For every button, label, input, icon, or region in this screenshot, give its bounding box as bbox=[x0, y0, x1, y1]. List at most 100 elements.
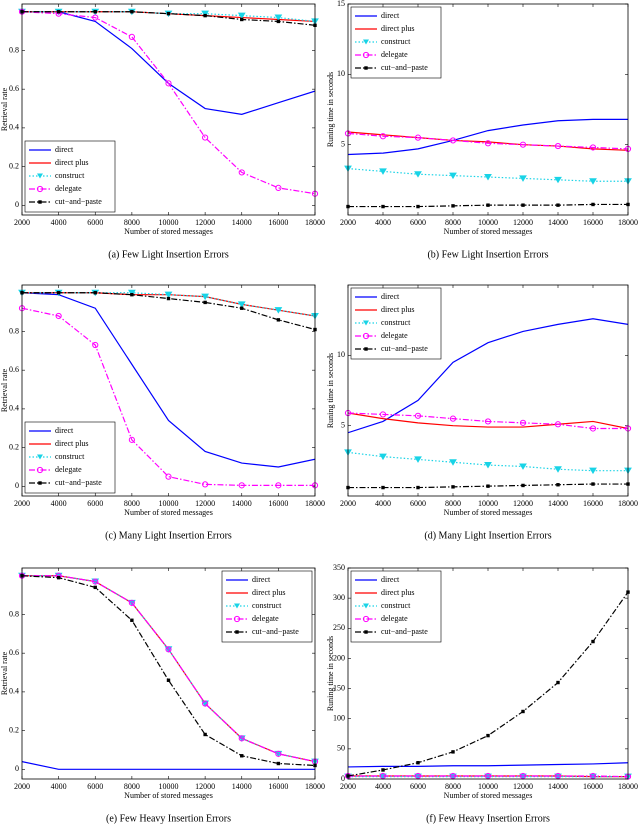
legend-label: direct bbox=[381, 292, 400, 301]
caption: (d) Many Light Insertion Errors bbox=[424, 530, 551, 541]
legend-label: cut−and−paste bbox=[381, 627, 428, 636]
marker bbox=[379, 168, 387, 175]
x-tick-label: 10000 bbox=[159, 782, 179, 791]
x-tick-label: 12000 bbox=[195, 782, 215, 791]
caption: (c) Many Light Insertion Errors bbox=[105, 530, 232, 541]
legend-label: construct bbox=[381, 37, 411, 46]
y-axis-label: Runing time in seconds bbox=[326, 72, 335, 147]
marker bbox=[276, 318, 281, 322]
x-axis-label: Number of stored messages bbox=[444, 791, 533, 800]
marker bbox=[201, 293, 210, 301]
legend-label: delegate bbox=[381, 50, 408, 59]
marker bbox=[56, 10, 61, 14]
legend-label: direct plus bbox=[252, 588, 286, 597]
plot-frame bbox=[21, 567, 316, 780]
x-tick-label: 4000 bbox=[375, 782, 391, 791]
marker bbox=[486, 203, 490, 207]
legend-label: direct plus bbox=[381, 588, 415, 597]
legend-marker bbox=[38, 200, 42, 204]
legend-marker bbox=[364, 347, 368, 351]
y-axis-label: Retrieval rate bbox=[0, 368, 9, 412]
x-tick-label: 8000 bbox=[445, 782, 461, 791]
marker bbox=[484, 140, 492, 147]
x-tick-label: 12000 bbox=[513, 499, 533, 508]
legend-label: cut−and−paste bbox=[381, 344, 428, 353]
x-tick-label: 18000 bbox=[305, 499, 325, 508]
caption: (b) Few Light Insertion Errors bbox=[427, 249, 548, 260]
marker bbox=[275, 184, 282, 191]
series-line bbox=[22, 11, 315, 195]
series-line bbox=[348, 775, 628, 778]
y-tick-label: 5 bbox=[341, 139, 345, 148]
marker bbox=[554, 176, 562, 184]
marker bbox=[414, 134, 422, 141]
marker bbox=[202, 481, 209, 488]
x-tick-label: 18000 bbox=[618, 499, 638, 508]
y-tick-label: 5 bbox=[341, 420, 345, 429]
x-tick-label: 4000 bbox=[375, 218, 391, 227]
marker bbox=[484, 418, 492, 425]
marker bbox=[379, 133, 387, 140]
x-tick-label: 14000 bbox=[548, 499, 568, 508]
marker bbox=[128, 436, 135, 443]
y-tick-label: 350 bbox=[333, 563, 345, 572]
x-tick-label: 2000 bbox=[340, 218, 356, 227]
x-tick-label: 14000 bbox=[548, 218, 568, 227]
legend-marker bbox=[38, 481, 42, 485]
series-line bbox=[348, 762, 628, 768]
marker bbox=[589, 178, 597, 185]
legend-label: delegate bbox=[381, 614, 408, 623]
marker bbox=[449, 137, 457, 144]
marker bbox=[237, 301, 246, 308]
marker bbox=[414, 171, 422, 178]
series-line bbox=[22, 292, 315, 468]
marker bbox=[554, 421, 562, 428]
marker bbox=[521, 483, 525, 488]
marker bbox=[519, 175, 527, 182]
x-tick-label: 14000 bbox=[232, 218, 252, 227]
marker bbox=[484, 772, 492, 780]
legend-marker bbox=[234, 603, 240, 609]
marker bbox=[164, 291, 173, 299]
y-tick-label: 0.4 bbox=[9, 404, 19, 413]
marker bbox=[165, 473, 172, 480]
marker bbox=[127, 289, 136, 297]
marker bbox=[451, 485, 455, 489]
x-tick-label: 6000 bbox=[87, 218, 103, 227]
y-tick-label: 100 bbox=[333, 714, 345, 723]
marker bbox=[55, 312, 62, 320]
y-axis-label: Retrieval rate bbox=[0, 651, 9, 695]
x-tick-label: 6000 bbox=[87, 782, 103, 791]
series-line bbox=[22, 760, 315, 770]
marker bbox=[556, 483, 560, 487]
x-tick-label: 12000 bbox=[513, 218, 533, 227]
x-tick-label: 16000 bbox=[583, 499, 603, 508]
x-tick-label: 14000 bbox=[548, 782, 568, 791]
legend-marker bbox=[364, 630, 368, 634]
x-tick-label: 16000 bbox=[268, 218, 288, 227]
x-tick-label: 16000 bbox=[583, 218, 603, 227]
legend-label: direct bbox=[381, 575, 400, 584]
marker bbox=[451, 204, 455, 208]
series-line bbox=[348, 412, 628, 430]
marker bbox=[203, 300, 207, 305]
marker bbox=[92, 578, 99, 585]
x-tick-label: 2000 bbox=[14, 218, 30, 227]
y-tick-label: 200 bbox=[333, 653, 345, 662]
y-tick-label: 0.2 bbox=[9, 161, 19, 170]
marker bbox=[238, 735, 245, 742]
y-tick-label: 15 bbox=[337, 0, 345, 8]
chart: 2000 4000 6000 8000 10000 12000 14000 16000 1800… bbox=[326, 284, 638, 541]
y-tick-label: 0.8 bbox=[9, 45, 19, 54]
marker bbox=[237, 12, 246, 20]
legend-label: delegate bbox=[55, 184, 82, 193]
y-tick-label: 300 bbox=[333, 593, 345, 602]
x-tick-label: 12000 bbox=[195, 499, 215, 508]
legend-marker bbox=[363, 39, 369, 45]
marker bbox=[449, 772, 457, 780]
marker bbox=[130, 10, 134, 14]
legend-label: direct plus bbox=[381, 305, 415, 314]
x-tick-label: 10000 bbox=[159, 218, 179, 227]
legend-marker bbox=[363, 320, 369, 326]
